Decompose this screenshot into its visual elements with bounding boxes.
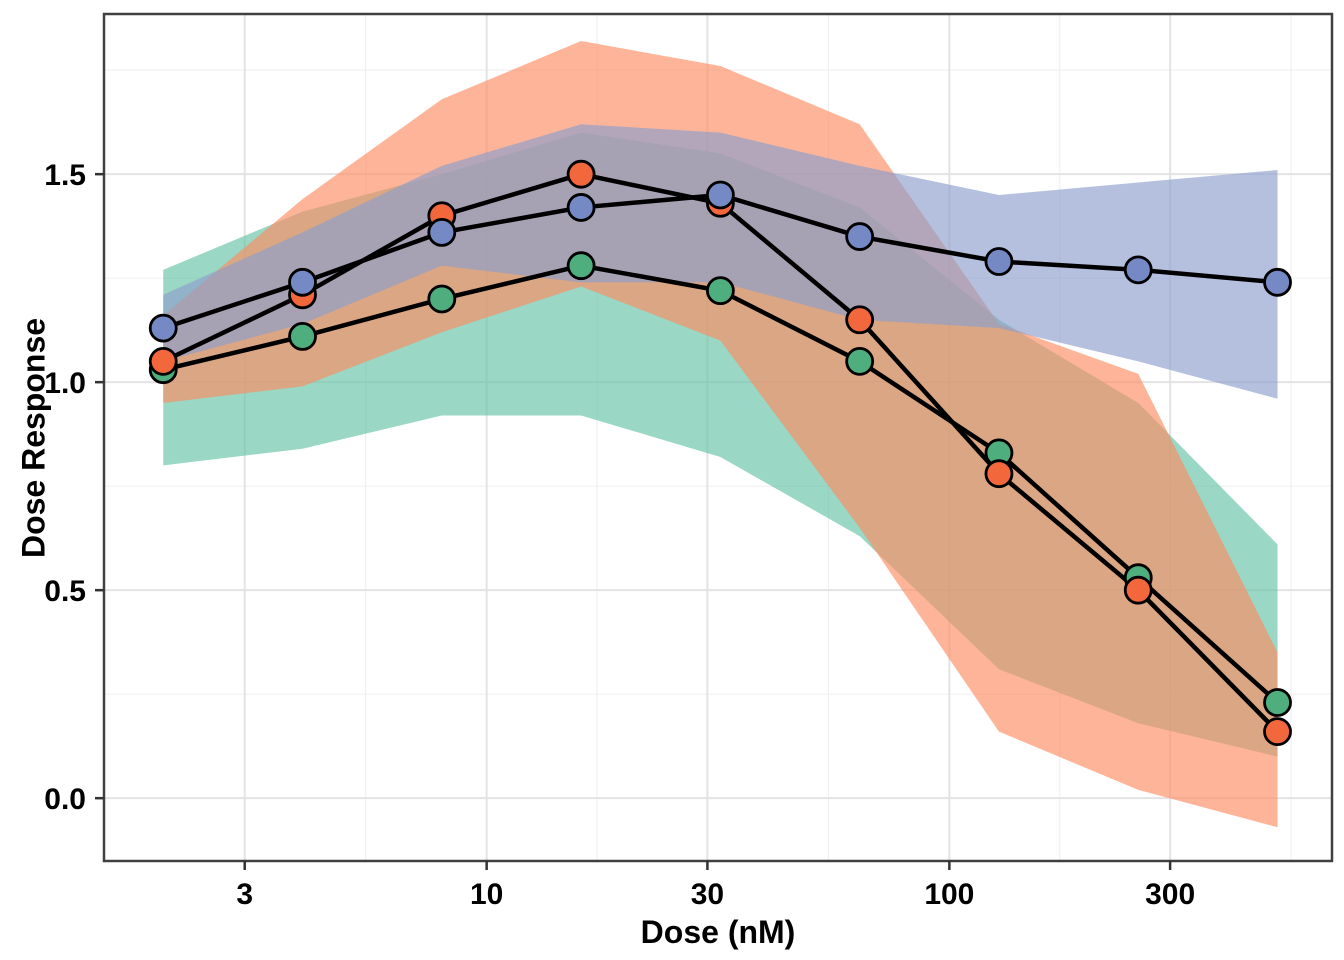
y-axis-title: Dose Response <box>15 317 52 559</box>
x-tick-label: 3 <box>236 878 253 911</box>
data-point-blue-4 <box>288 267 317 297</box>
data-point-green-8 <box>427 284 457 314</box>
data-point-blue-8 <box>427 218 457 247</box>
data-point-blue-512 <box>1263 267 1292 297</box>
x-tick-label: 300 <box>1145 878 1195 911</box>
data-point-green-64 <box>845 346 875 376</box>
data-point-green-16 <box>566 251 596 281</box>
y-tick-label: 0.5 <box>44 575 86 608</box>
data-point-blue-256 <box>1123 255 1153 285</box>
data-point-green-32 <box>705 276 735 306</box>
data-point-blue-64 <box>845 222 875 251</box>
panel-border <box>102 12 1334 863</box>
data-point-orange-64 <box>845 305 875 335</box>
data-point-blue-16 <box>566 193 596 222</box>
data-point-blue-128 <box>984 247 1014 276</box>
ribbon-blue <box>163 124 1278 399</box>
x-axis-title: Dose (nM) <box>640 914 796 950</box>
data-point-orange-16 <box>566 159 596 189</box>
data-point-orange-2 <box>148 346 178 376</box>
data-point-orange-512 <box>1263 717 1292 747</box>
x-tick-label: 100 <box>924 878 974 911</box>
y-tick-label: 1.5 <box>44 159 86 192</box>
data-point-green-512 <box>1263 688 1292 717</box>
y-tick-label: 1.0 <box>44 367 86 400</box>
data-point-orange-256 <box>1123 575 1153 605</box>
x-tick-label: 10 <box>470 878 503 911</box>
data-point-green-4 <box>288 322 317 351</box>
x-tick-label: 30 <box>691 878 724 911</box>
y-tick-label: 0.0 <box>44 783 86 816</box>
data-point-blue-2 <box>148 313 178 343</box>
data-point-orange-128 <box>984 459 1014 489</box>
data-point-blue-32 <box>705 180 735 210</box>
